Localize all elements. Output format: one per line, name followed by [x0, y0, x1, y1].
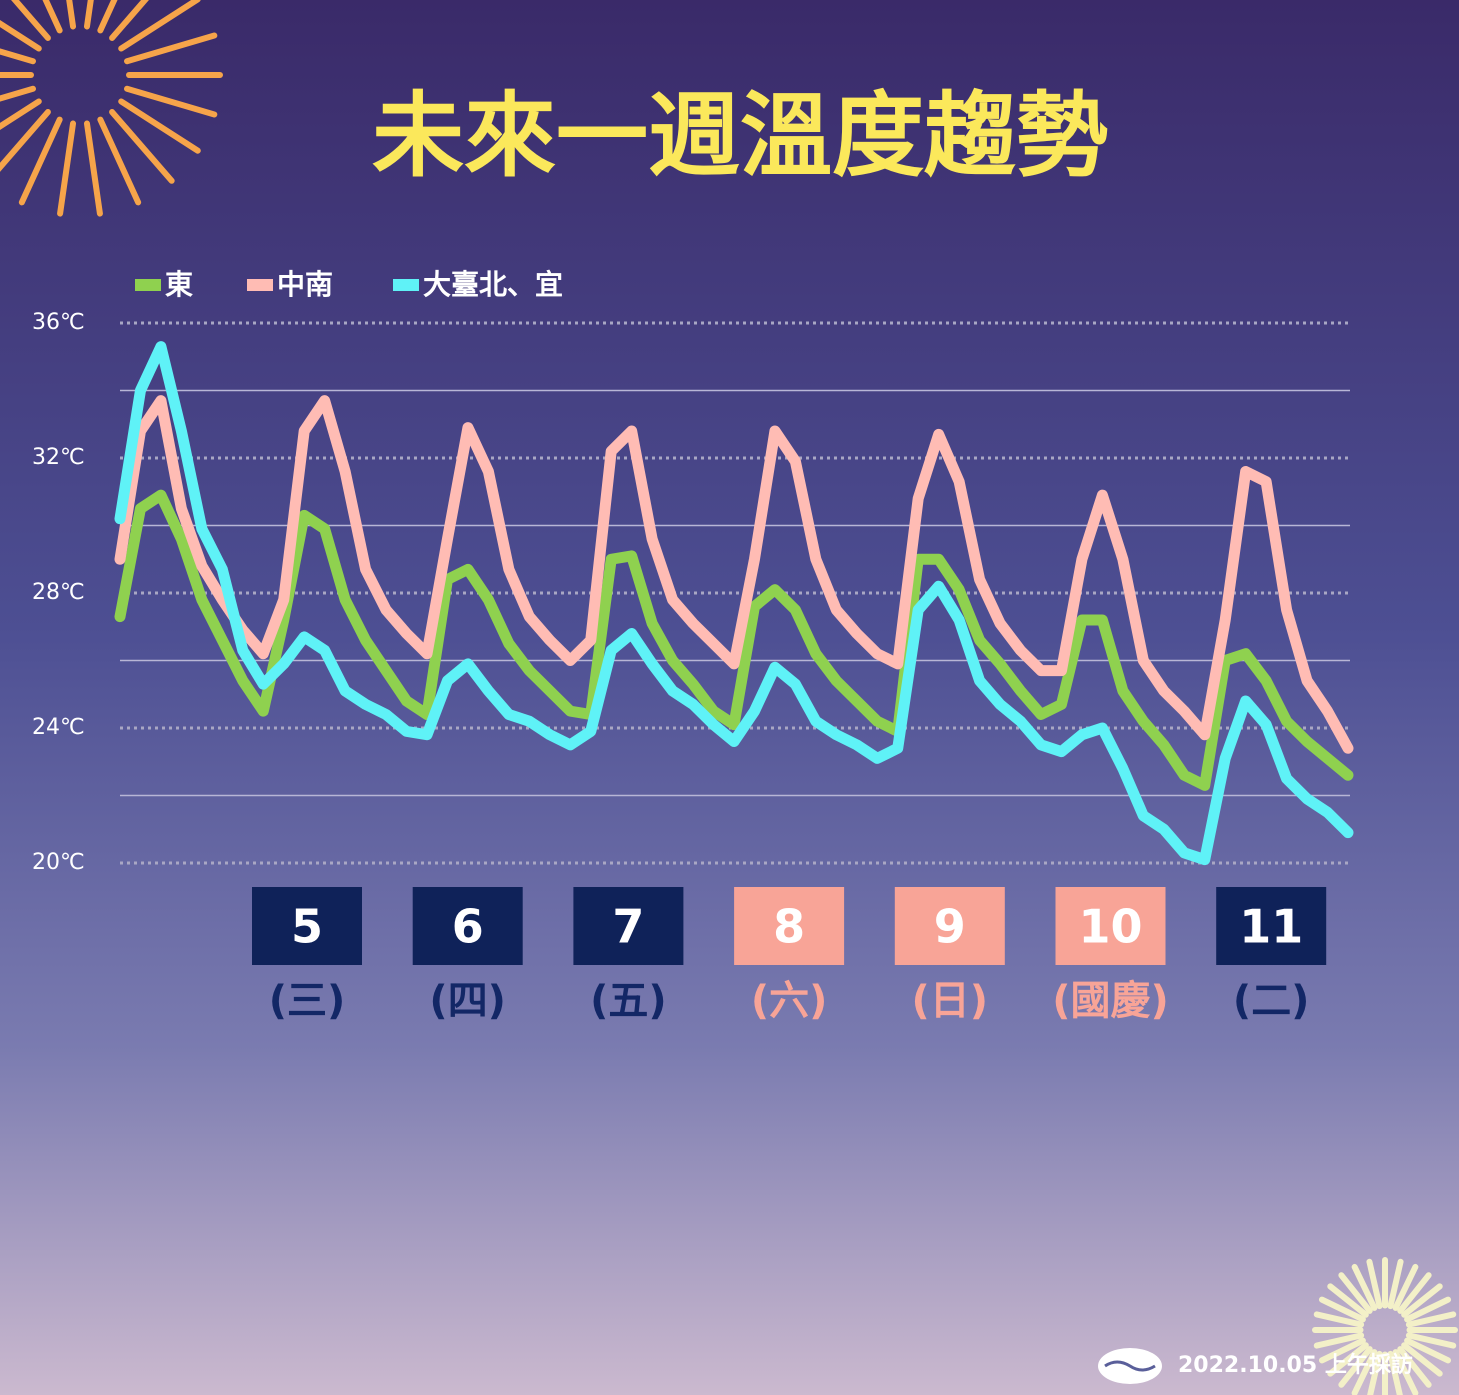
firework-ray	[118, 98, 201, 154]
day-weekday: (三)	[269, 978, 346, 1024]
firework-ray	[1405, 1311, 1457, 1328]
day-number: 9	[934, 900, 966, 954]
firework-ray	[1401, 1283, 1443, 1318]
firework-ray	[1351, 1349, 1378, 1395]
firework-ray	[1404, 1296, 1452, 1323]
day-weekday: (二)	[1233, 978, 1310, 1024]
firework-ray	[124, 85, 218, 118]
firework-ray	[109, 109, 175, 184]
day-weekday: (五)	[590, 978, 667, 1024]
firework-ray	[1392, 1349, 1419, 1395]
day-weekday: (六)	[751, 978, 828, 1024]
firework-ray	[11, 0, 51, 41]
y-tick-label: 28℃	[32, 580, 85, 605]
firework-ray	[1367, 1350, 1383, 1395]
day-weekday: (國慶)	[1052, 978, 1169, 1024]
day-box	[1055, 887, 1166, 965]
day-box	[894, 887, 1005, 965]
y-tick-label: 24℃	[32, 715, 85, 740]
firework-ray	[18, 116, 63, 206]
legend-swatch	[135, 279, 161, 291]
legend-swatch	[393, 279, 419, 291]
firework-ray	[1387, 1258, 1404, 1310]
series-line	[114, 395, 1354, 754]
day-box	[412, 887, 523, 965]
day-weekday: (日)	[912, 978, 989, 1024]
firework-ray	[0, 20, 42, 52]
day-number: 5	[291, 900, 323, 954]
firework-ray	[1392, 1263, 1419, 1311]
firework-ray	[1387, 1350, 1403, 1395]
firework-ray	[109, 0, 149, 41]
legend-label: 東	[165, 268, 193, 301]
day-box	[252, 887, 362, 965]
firework-ray	[1401, 1342, 1443, 1377]
firework-ray	[0, 98, 42, 130]
firework-ray	[66, 0, 77, 30]
firework-ray	[1405, 1332, 1457, 1349]
legend-label: 大臺北、宜	[423, 268, 563, 301]
firework-decoration	[1312, 1257, 1458, 1395]
y-tick-label: 36℃	[32, 310, 85, 335]
firework-ray	[1327, 1342, 1369, 1377]
firework-ray	[42, 0, 63, 34]
chart-title: 未來一週溫度趨勢	[372, 82, 1108, 189]
series-line	[114, 341, 1354, 866]
firework-ray	[1318, 1296, 1366, 1323]
y-tick-label: 32℃	[32, 445, 85, 470]
legend-label: 中南	[277, 268, 333, 301]
footer-note: 2022.10.05 上午採訪	[1178, 1352, 1413, 1378]
firework-ray	[124, 32, 218, 65]
firework-ray	[1313, 1332, 1365, 1349]
firework-ray	[1366, 1258, 1383, 1310]
day-number: 11	[1239, 900, 1303, 954]
firework-ray	[1404, 1337, 1452, 1364]
firework-ray	[83, 0, 94, 30]
day-number: 8	[773, 900, 805, 954]
firework-ray	[57, 120, 77, 217]
firework-ray	[0, 85, 36, 102]
firework-decoration	[0, 0, 223, 217]
firework-ray	[1318, 1337, 1366, 1364]
day-box	[734, 887, 845, 965]
day-box	[1216, 887, 1327, 965]
firework-ray	[0, 48, 36, 65]
logo-swirl	[1104, 1360, 1156, 1372]
day-box	[573, 887, 684, 965]
day-number: 10	[1078, 900, 1142, 954]
legend-swatch	[247, 279, 273, 291]
firework-ray	[1397, 1346, 1432, 1388]
firework-ray	[118, 0, 201, 52]
day-weekday: (四)	[429, 978, 506, 1024]
firework-ray	[0, 109, 51, 172]
firework-ray	[1327, 1283, 1369, 1318]
firework-ray	[1338, 1272, 1373, 1314]
firework-ray	[1338, 1346, 1373, 1388]
day-number: 6	[452, 900, 484, 954]
day-number: 7	[612, 900, 644, 954]
y-tick-label: 20℃	[32, 850, 85, 875]
firework-ray	[1351, 1263, 1378, 1311]
series-line	[114, 489, 1354, 791]
firework-ray	[1313, 1311, 1365, 1328]
firework-ray	[97, 0, 118, 34]
firework-ray	[1397, 1272, 1432, 1314]
firework-ray	[97, 116, 142, 206]
firework-ray	[83, 120, 103, 217]
